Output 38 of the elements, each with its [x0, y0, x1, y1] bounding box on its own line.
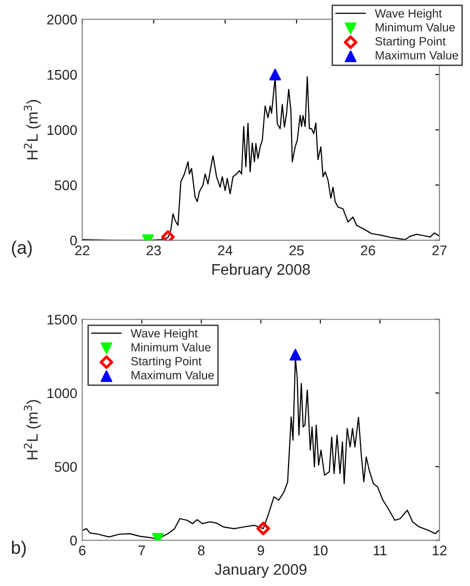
x-axis-title: January 2009: [214, 564, 306, 578]
y-axis-title: H$^{2}$L (m$^{3}$): [24, 100, 41, 160]
point: [269, 68, 281, 80]
y-axis-title: H$^{2}$L (m$^{3}$): [24, 400, 41, 460]
x-tick-label: 6: [79, 546, 86, 556]
legend-label: Minimum Value: [132, 342, 211, 352]
legend-label: Maximum Value: [376, 50, 458, 60]
x-tick-label: 10: [314, 546, 328, 556]
text: (a): [12, 240, 32, 258]
y-tick-label: 1500: [48, 314, 77, 325]
x-tick-label: 22: [75, 245, 90, 256]
y-tick-label: 500: [54, 462, 77, 472]
x-tick-label: 23: [146, 245, 161, 256]
legend-label: Starting Point: [131, 356, 202, 368]
x-tick-label: 27: [432, 245, 446, 256]
y-tick-label: 0: [70, 536, 77, 546]
y-tick-label: 0: [70, 236, 77, 246]
point: [161, 230, 175, 240]
text: b): [12, 540, 26, 558]
x-tick-label: 7: [138, 546, 145, 556]
legend-label: Starting Point: [375, 36, 446, 48]
x-tick-label: 9: [258, 546, 264, 556]
x-tick-label: 11: [374, 546, 386, 556]
x-tick-label: 12: [432, 546, 446, 556]
x-tick-label: 26: [360, 245, 376, 256]
x-tick-label: 24: [218, 245, 232, 256]
y-tick-label: 1000: [48, 125, 77, 135]
y-tick-label: 500: [54, 180, 77, 190]
x-tick-label: 8: [198, 546, 205, 556]
y-tick-label: 2000: [47, 14, 77, 25]
legend-label: Wave Height: [374, 8, 442, 20]
y-tick-label: 1000: [48, 388, 77, 398]
legend-label: Maximum Value: [132, 370, 214, 380]
legend-label: Wave Height: [130, 328, 198, 340]
x-tick-label: 25: [290, 245, 304, 256]
x-axis-title: February 2008: [212, 264, 310, 278]
y-tick-label: 1500: [48, 70, 77, 80]
legend-label: Minimum Value: [376, 22, 455, 32]
